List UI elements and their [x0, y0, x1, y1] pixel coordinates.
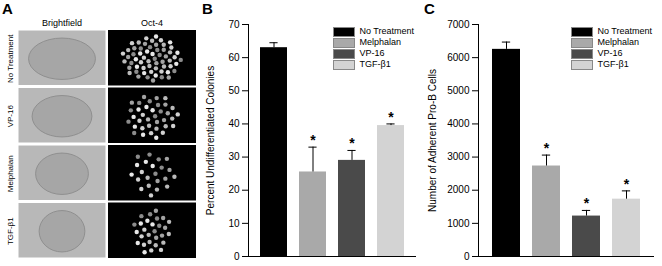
- html-text:Melphalan: Melphalan: [359, 37, 401, 47]
- svg-text:3000: 3000: [447, 151, 470, 162]
- html-text:VP-16: VP-16: [359, 48, 385, 58]
- svg-text:*: *: [310, 132, 316, 148]
- svg-text:60: 60: [228, 52, 240, 63]
- html-text:A: A: [2, 0, 13, 17]
- html-text:TGF-β1: TGF-β1: [359, 59, 391, 69]
- svg-text:Melphalan: Melphalan: [6, 155, 15, 192]
- html-text:TGF-β1: TGF-β1: [597, 59, 629, 69]
- svg-text:20: 20: [228, 184, 240, 195]
- svg-text:Oct-4: Oct-4: [141, 18, 163, 28]
- svg-text:VP-16: VP-16: [6, 105, 15, 128]
- svg-text:0: 0: [464, 251, 470, 262]
- svg-text:6000: 6000: [447, 52, 470, 63]
- svg-text:0: 0: [234, 251, 240, 262]
- svg-text:2000: 2000: [447, 184, 470, 195]
- svg-text:30: 30: [228, 151, 240, 162]
- svg-text:*: *: [584, 195, 590, 211]
- svg-text:*: *: [388, 109, 394, 125]
- svg-text:TGF-β1: TGF-β1: [6, 217, 15, 245]
- html-text:No Treatment: No Treatment: [597, 26, 652, 36]
- svg-text:50: 50: [228, 85, 240, 96]
- svg-text:Percent Undifferentiated Colon: Percent Undifferentiated Colonies: [205, 66, 216, 215]
- svg-text:70: 70: [228, 19, 240, 30]
- svg-text:Number of Adherent Pro-B Cells: Number of Adherent Pro-B Cells: [427, 69, 438, 212]
- svg-text:5000: 5000: [447, 85, 470, 96]
- html-text:C: C: [424, 0, 435, 17]
- svg-text:*: *: [624, 176, 630, 192]
- svg-text:No Treatment: No Treatment: [6, 34, 15, 83]
- svg-text:Brightfield: Brightfield: [42, 18, 82, 28]
- svg-text:40: 40: [228, 118, 240, 129]
- svg-text:4000: 4000: [447, 118, 470, 129]
- svg-text:7000: 7000: [447, 19, 470, 30]
- html-text:No Treatment: No Treatment: [359, 26, 414, 36]
- svg-text:*: *: [544, 140, 550, 156]
- svg-text:10: 10: [228, 218, 240, 229]
- html-text:Melphalan: Melphalan: [597, 37, 639, 47]
- html-text:B: B: [202, 0, 213, 17]
- html-text:VP-16: VP-16: [597, 48, 623, 58]
- svg-text:1000: 1000: [447, 218, 470, 229]
- svg-text:*: *: [349, 135, 355, 151]
